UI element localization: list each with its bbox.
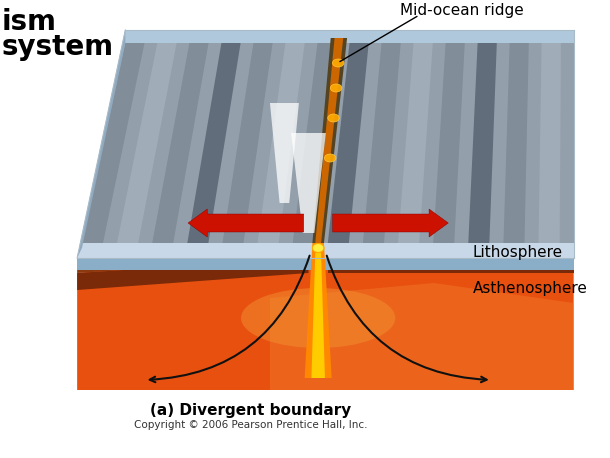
- Ellipse shape: [325, 154, 336, 162]
- Polygon shape: [398, 43, 432, 243]
- Ellipse shape: [241, 288, 395, 348]
- Polygon shape: [328, 43, 368, 243]
- Polygon shape: [328, 240, 573, 258]
- Polygon shape: [82, 43, 145, 243]
- Polygon shape: [77, 30, 573, 258]
- Polygon shape: [291, 133, 326, 233]
- Polygon shape: [433, 43, 465, 243]
- Text: system: system: [2, 33, 114, 61]
- FancyArrow shape: [332, 209, 448, 237]
- Polygon shape: [117, 43, 176, 243]
- Polygon shape: [82, 43, 573, 243]
- Polygon shape: [312, 253, 325, 378]
- Polygon shape: [270, 283, 573, 390]
- Text: Mid-ocean ridge: Mid-ocean ridge: [400, 3, 524, 18]
- Polygon shape: [270, 103, 299, 203]
- Polygon shape: [77, 258, 573, 270]
- Polygon shape: [503, 43, 529, 243]
- Polygon shape: [257, 43, 304, 243]
- Polygon shape: [187, 43, 240, 243]
- Text: (a) Divergent boundary: (a) Divergent boundary: [150, 403, 351, 418]
- Ellipse shape: [332, 59, 344, 67]
- Polygon shape: [293, 43, 337, 243]
- Text: Asthenosphere: Asthenosphere: [472, 280, 587, 295]
- Polygon shape: [77, 258, 573, 390]
- Polygon shape: [125, 30, 573, 43]
- Polygon shape: [539, 43, 561, 243]
- Text: Lithosphere: Lithosphere: [472, 245, 562, 261]
- Polygon shape: [77, 258, 309, 290]
- Text: Copyright © 2006 Pearson Prentice Hall, Inc.: Copyright © 2006 Pearson Prentice Hall, …: [134, 420, 367, 430]
- Text: ism: ism: [2, 8, 57, 36]
- Polygon shape: [304, 243, 332, 378]
- Polygon shape: [328, 258, 573, 273]
- Polygon shape: [77, 30, 125, 258]
- Polygon shape: [468, 43, 497, 243]
- FancyArrow shape: [188, 209, 304, 237]
- Polygon shape: [152, 43, 209, 243]
- Ellipse shape: [312, 244, 324, 252]
- Polygon shape: [315, 38, 343, 243]
- Ellipse shape: [328, 114, 339, 122]
- Polygon shape: [82, 30, 573, 243]
- Polygon shape: [363, 43, 401, 243]
- Ellipse shape: [331, 84, 342, 92]
- Polygon shape: [223, 43, 273, 243]
- Polygon shape: [77, 240, 309, 273]
- Polygon shape: [312, 38, 347, 243]
